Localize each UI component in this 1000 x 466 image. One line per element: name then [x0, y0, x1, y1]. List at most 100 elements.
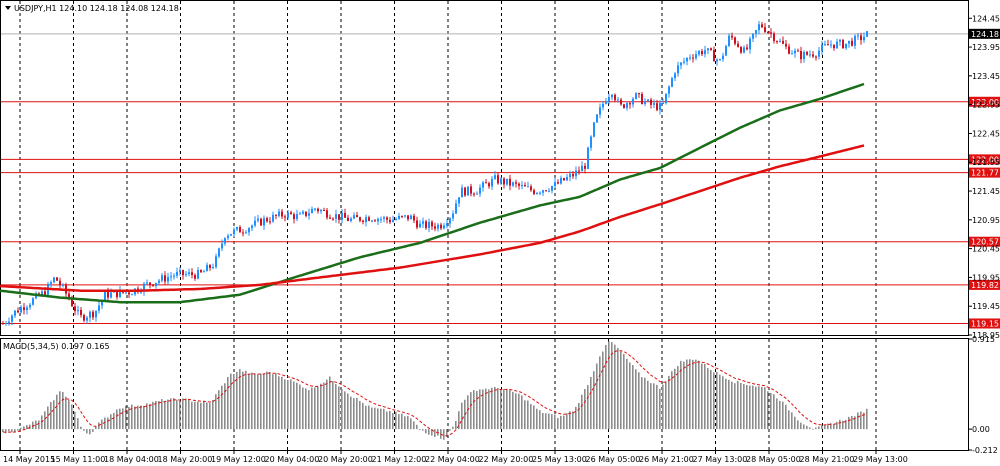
- macd-bar: [635, 369, 637, 430]
- macd-bar: [620, 351, 622, 430]
- candle-body: [581, 165, 583, 172]
- macd-bar: [524, 400, 526, 430]
- macd-bar: [656, 384, 658, 430]
- macd-bar: [425, 429, 427, 434]
- candle-body: [503, 178, 505, 185]
- candle-body: [191, 272, 193, 276]
- macd-bar: [134, 406, 136, 430]
- candle-body: [743, 47, 745, 53]
- candle-body: [110, 292, 112, 298]
- time-tick-label: 18 May 20:00: [158, 455, 213, 464]
- candle-body: [305, 211, 307, 216]
- macd-bar: [554, 414, 556, 430]
- macd-bar: [248, 373, 250, 430]
- macd-bar: [263, 373, 265, 430]
- candle-body: [866, 31, 868, 37]
- macd-bar: [800, 422, 802, 430]
- macd-bar: [218, 390, 220, 430]
- macd-bar: [866, 408, 868, 430]
- candle-body: [290, 212, 292, 215]
- macd-bar: [689, 359, 691, 430]
- candle-body: [824, 44, 826, 46]
- macd-bar: [641, 377, 643, 430]
- macd-bar: [236, 371, 238, 430]
- macd-bar: [632, 365, 634, 430]
- macd-bar: [158, 400, 160, 430]
- macd-bar: [146, 403, 148, 430]
- candle-body: [839, 39, 841, 42]
- price-tick-label: 118.95: [972, 331, 1000, 340]
- candle-body: [446, 223, 448, 226]
- macd-bar: [773, 394, 775, 430]
- candle-body: [311, 208, 313, 214]
- macd-bar: [323, 382, 325, 430]
- macd-bar: [488, 389, 490, 430]
- candle-body: [479, 187, 481, 194]
- macd-bar: [587, 385, 589, 430]
- candle-body: [437, 224, 439, 229]
- macd-bar: [32, 421, 34, 430]
- candle-body: [617, 99, 619, 101]
- macd-bar: [803, 424, 805, 430]
- candle-body: [251, 225, 253, 229]
- candle-body: [98, 305, 100, 311]
- candle-body: [320, 209, 322, 212]
- candle-body: [74, 306, 76, 312]
- candle-body: [620, 99, 622, 105]
- chart-menu-triangle-icon[interactable]: [5, 6, 11, 10]
- candle-body: [692, 57, 694, 59]
- macd-bar: [434, 429, 436, 438]
- macd-bar: [569, 411, 571, 430]
- macd-bar: [527, 400, 529, 430]
- candle-body: [842, 39, 844, 49]
- macd-bar: [320, 383, 322, 430]
- candle-body: [62, 284, 64, 286]
- macd-bar: [485, 388, 487, 430]
- candle-body: [359, 217, 361, 221]
- candle-body: [125, 292, 127, 294]
- candle-body: [233, 229, 235, 235]
- candle-body: [803, 51, 805, 60]
- candle-body: [386, 217, 388, 220]
- candle-body: [632, 98, 634, 105]
- macd-bar: [761, 386, 763, 430]
- candle-body: [224, 238, 226, 244]
- candle-body: [350, 218, 352, 222]
- candle-body: [422, 221, 424, 224]
- macd-bar: [623, 353, 625, 430]
- macd-bar: [461, 402, 463, 430]
- macd-bar: [701, 363, 703, 430]
- candle-body: [602, 103, 604, 108]
- candle-body: [659, 103, 661, 111]
- candle-body: [770, 32, 772, 34]
- macd-axis: 0.915 0.00 -0.212: [968, 335, 998, 455]
- current-price-tag: [969, 28, 1000, 39]
- macd-bar: [290, 379, 292, 430]
- candle-body: [662, 103, 664, 105]
- macd-bar: [539, 410, 541, 430]
- macd-bar: [533, 405, 535, 430]
- candle-body: [86, 317, 88, 321]
- candle-body: [623, 104, 625, 108]
- macd-bar: [644, 377, 646, 430]
- candle-body: [53, 277, 55, 283]
- candle-body: [587, 147, 589, 169]
- macd-bar: [740, 382, 742, 430]
- candle-body: [626, 103, 628, 108]
- macd-bar: [647, 380, 649, 430]
- macd-bar: [26, 425, 28, 430]
- candle-body: [347, 217, 349, 222]
- candle-body: [833, 44, 835, 49]
- price-tick-label: 121.95: [972, 158, 1000, 167]
- macd-bar: [410, 418, 412, 430]
- macd-bar: [686, 359, 688, 430]
- macd-bar: [350, 396, 352, 430]
- macd-bar: [584, 389, 586, 430]
- candle-body: [275, 214, 277, 216]
- macd-bar: [59, 391, 61, 430]
- macd-bar: [254, 374, 256, 430]
- macd-bar: [854, 416, 856, 430]
- candle-body: [716, 59, 718, 62]
- time-tick-label: 18 May 04:00: [104, 455, 159, 464]
